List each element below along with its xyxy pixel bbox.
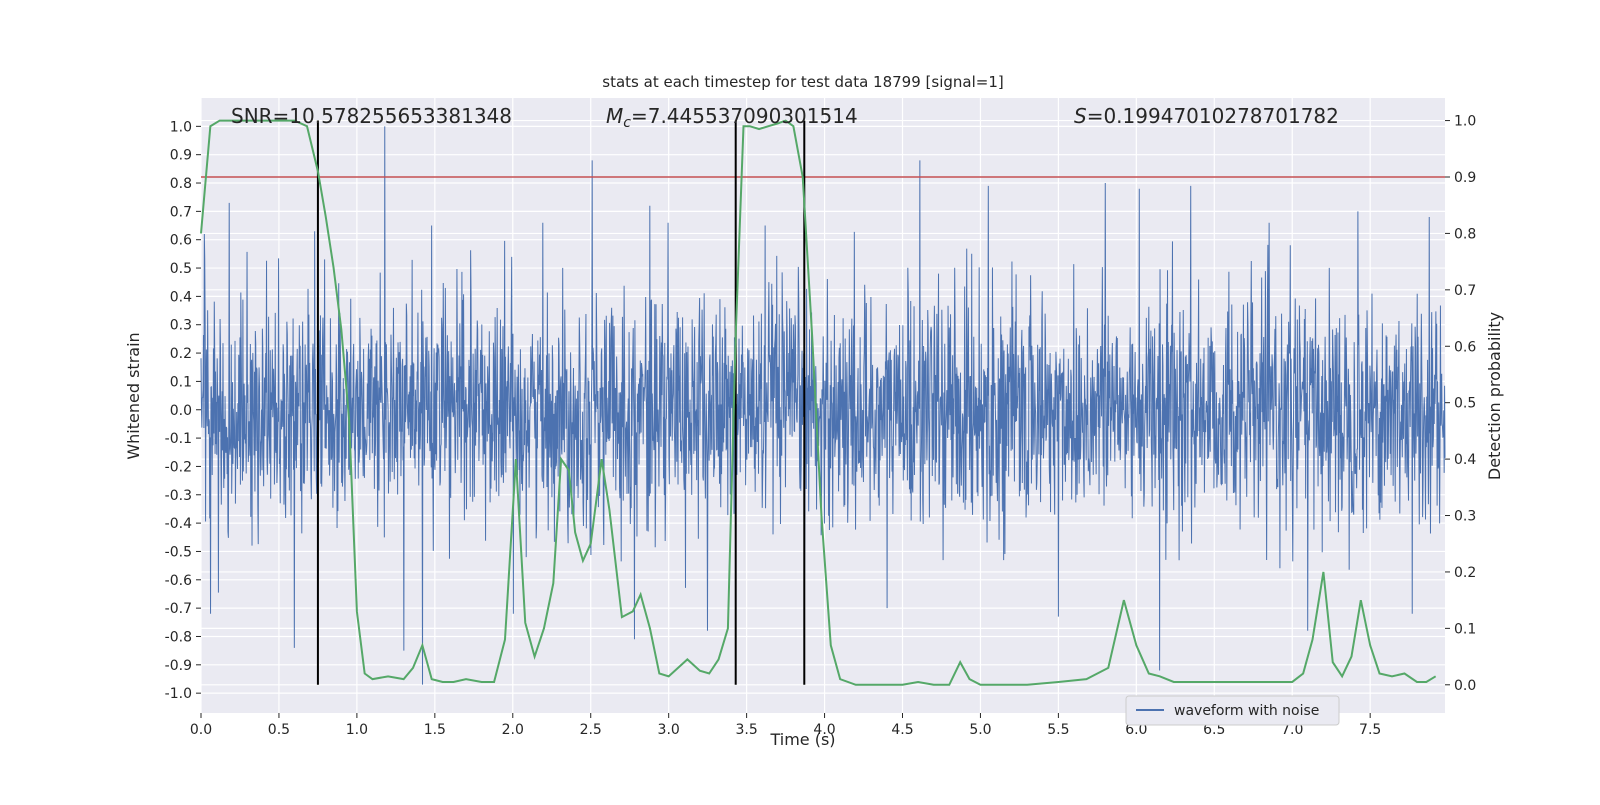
y-left-tick-label: -0.8 bbox=[165, 629, 192, 645]
y-left-axis-label: Whitened strain bbox=[124, 332, 143, 459]
y-left-tick-label: 0.2 bbox=[170, 346, 192, 362]
y-left-tick-label: -0.4 bbox=[165, 516, 192, 532]
legend-label-waveform: waveform with noise bbox=[1174, 703, 1319, 719]
y-left-tick-label: -0.5 bbox=[165, 544, 192, 560]
y-left-tick-label: 0.5 bbox=[170, 261, 192, 277]
y-left-tick-label: 0.8 bbox=[170, 176, 192, 192]
y-right-tick-label: 0.1 bbox=[1454, 621, 1476, 637]
y-left-tick-label: -0.1 bbox=[165, 431, 192, 447]
y-right-tick-label: 0.9 bbox=[1454, 170, 1476, 186]
y-right-tick-label: 0.4 bbox=[1454, 452, 1476, 468]
x-axis-ticks: 0.0 0.5 1.0 1.5 2.0 2.5 3.0 3.5 4.0 4.5 5.0 5.5 6.0 6… bbox=[190, 713, 1381, 738]
y-left-tick-label: -0.9 bbox=[165, 658, 192, 674]
x-tick-label: 2.5 bbox=[580, 722, 602, 738]
y-left-tick-label: 0.7 bbox=[170, 204, 192, 220]
legend: waveform with noise bbox=[1125, 695, 1340, 726]
y-right-tick-label: 0.7 bbox=[1454, 283, 1476, 299]
y-right-tick-label: 0.6 bbox=[1454, 339, 1476, 355]
x-tick-label: 7.5 bbox=[1359, 722, 1381, 738]
y-right-tick-label: 1.0 bbox=[1454, 114, 1476, 130]
y-left-tick-label: -0.2 bbox=[165, 459, 192, 475]
y-right-tick-label: 0.2 bbox=[1454, 565, 1476, 581]
y-left-tick-label: 0.9 bbox=[170, 148, 192, 164]
y-left-tick-label: 0.6 bbox=[170, 233, 192, 249]
x-tick-label: 5.5 bbox=[1047, 722, 1069, 738]
x-tick-label: 2.0 bbox=[502, 722, 524, 738]
x-tick-label: 3.0 bbox=[658, 722, 680, 738]
y-right-tick-label: 0.5 bbox=[1454, 396, 1476, 412]
y-right-tick-label: 0.3 bbox=[1454, 509, 1476, 525]
mc-annotation: Mc=7.445537090301514 bbox=[606, 104, 858, 131]
mc-value: =7.445537090301514 bbox=[631, 104, 858, 128]
x-tick-label: 0.5 bbox=[268, 722, 290, 738]
y-left-tick-label: -0.3 bbox=[165, 488, 192, 504]
x-tick-label: 1.0 bbox=[346, 722, 368, 738]
y-left-tick-label: 0.4 bbox=[170, 289, 192, 305]
snr-annotation: SNR=10.578255653381348 bbox=[231, 104, 512, 128]
x-tick-label: 7.0 bbox=[1281, 722, 1303, 738]
waveform-line bbox=[200, 126, 1446, 685]
probability-line bbox=[200, 119, 1437, 686]
y-left-tick-label: 0.0 bbox=[170, 403, 192, 419]
s-value: =0.19947010278701782 bbox=[1087, 104, 1339, 128]
y-left-tick-label: 1.0 bbox=[170, 119, 192, 135]
x-tick-label: 6.5 bbox=[1203, 722, 1225, 738]
x-tick-label: 6.0 bbox=[1125, 722, 1147, 738]
y-left-tick-label: 0.3 bbox=[170, 318, 192, 334]
legend-box bbox=[1125, 695, 1340, 726]
s-symbol: S bbox=[1074, 104, 1087, 128]
x-tick-label: 5.0 bbox=[969, 722, 991, 738]
y-left-axis-ticks: -1.0 -0.9 -0.8 -0.7 -0.6 -0.5 -0.4 -0.3 -0.2 -0.1… bbox=[165, 119, 201, 702]
y-left-tick-label: -0.6 bbox=[165, 573, 192, 589]
x-tick-label: 3.5 bbox=[735, 722, 757, 738]
waveform-series bbox=[200, 126, 1446, 685]
x-tick-label: 1.5 bbox=[424, 722, 446, 738]
x-tick-label: 0.0 bbox=[190, 722, 212, 738]
x-tick-label: 4.5 bbox=[891, 722, 913, 738]
y-left-tick-label: -1.0 bbox=[165, 686, 192, 702]
s-annotation: S=0.19947010278701782 bbox=[1074, 104, 1339, 128]
x-axis-label: Time (s) bbox=[769, 730, 835, 749]
y-right-tick-label: 0.8 bbox=[1454, 226, 1476, 242]
y-right-tick-label: 0.0 bbox=[1454, 678, 1476, 694]
y-right-axis-ticks: 0.0 0.1 0.2 0.3 0.4 0.5 0.6 0.7 0.8 0.9 1.0 bbox=[1445, 114, 1476, 694]
chart-title: stats at each timestep for test data 187… bbox=[602, 73, 1003, 91]
y-left-tick-label: -0.7 bbox=[165, 601, 192, 617]
mc-subscript: c bbox=[623, 115, 631, 131]
mc-symbol: M bbox=[606, 104, 623, 128]
x-tick-label: 4.0 bbox=[813, 722, 835, 738]
y-right-axis-label: Detection probability bbox=[1485, 312, 1504, 480]
y-left-tick-label: 0.1 bbox=[170, 374, 192, 390]
